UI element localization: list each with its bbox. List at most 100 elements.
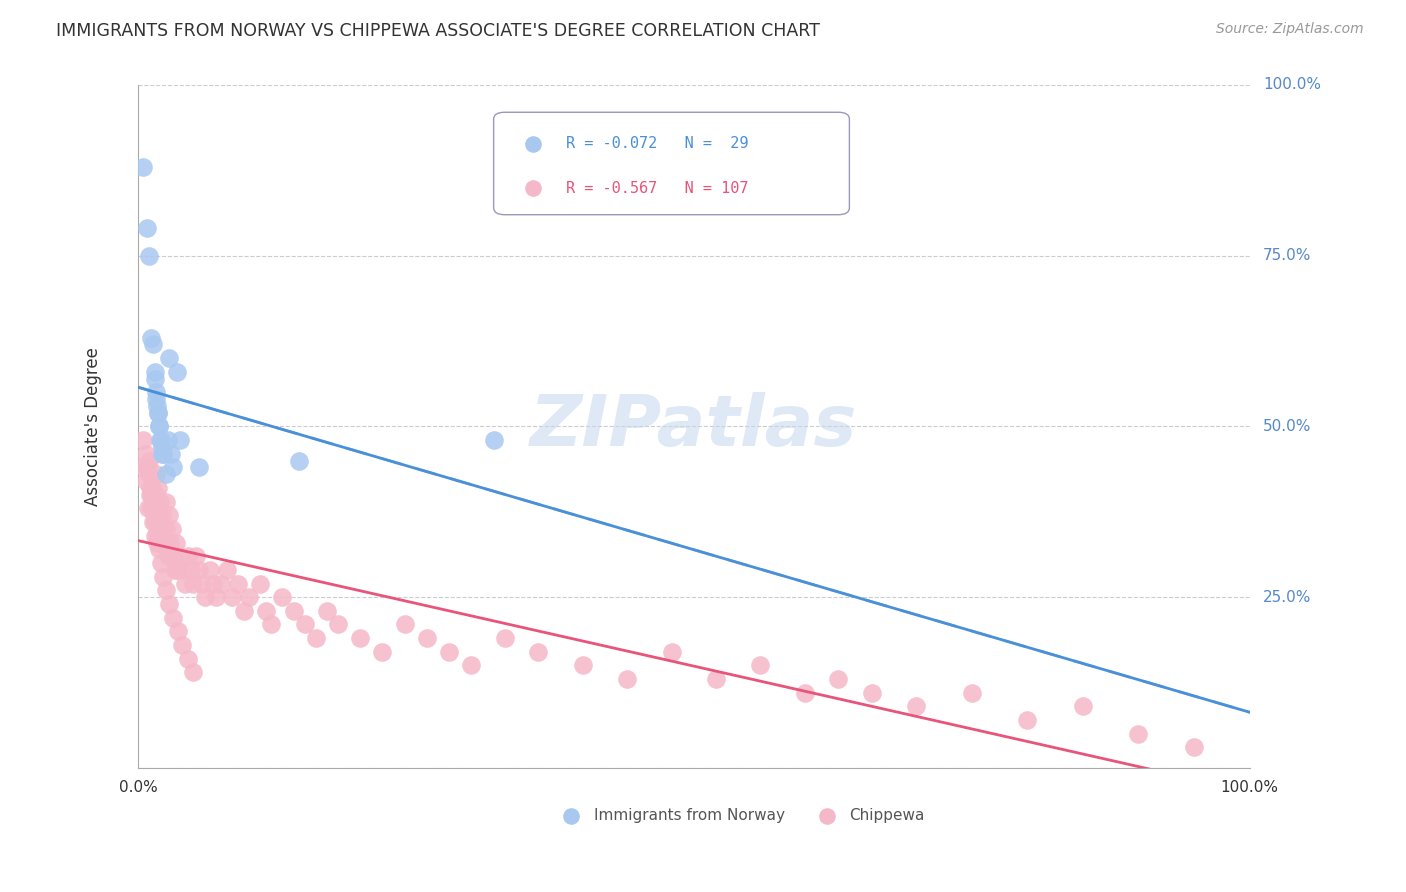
Point — [371, 645, 394, 659]
Point — [527, 645, 550, 659]
Point — [141, 501, 163, 516]
Point — [150, 440, 173, 454]
Point — [437, 645, 460, 659]
Point — [150, 556, 173, 570]
Point — [177, 549, 200, 564]
Point — [249, 576, 271, 591]
Point — [238, 590, 260, 604]
Point — [1128, 727, 1150, 741]
Point — [616, 672, 638, 686]
Point — [143, 371, 166, 385]
Point — [159, 535, 181, 549]
Point — [156, 535, 179, 549]
Point — [149, 522, 172, 536]
Point — [221, 590, 243, 604]
Point — [416, 631, 439, 645]
Point — [146, 481, 169, 495]
Text: Associate's Degree: Associate's Degree — [84, 347, 103, 506]
Point — [148, 419, 170, 434]
Point — [204, 590, 226, 604]
Text: 100.0%: 100.0% — [1220, 780, 1278, 795]
Point — [155, 494, 177, 508]
Point — [150, 535, 173, 549]
Point — [138, 453, 160, 467]
Point — [160, 549, 183, 564]
Point — [749, 658, 772, 673]
Point — [183, 665, 205, 680]
Point — [172, 563, 194, 577]
Point — [153, 535, 176, 549]
Point — [148, 522, 170, 536]
Point — [135, 474, 157, 488]
Point — [152, 569, 174, 583]
Point — [146, 508, 169, 523]
Point — [271, 590, 294, 604]
Point — [156, 549, 179, 564]
Point — [165, 535, 187, 549]
Point — [188, 563, 211, 577]
Point — [288, 453, 311, 467]
Point — [522, 136, 544, 151]
Point — [1182, 740, 1205, 755]
Point — [152, 522, 174, 536]
Point — [141, 488, 163, 502]
Point — [148, 419, 170, 434]
Point — [132, 433, 155, 447]
Point — [260, 617, 283, 632]
Point — [150, 433, 173, 447]
Point — [560, 808, 582, 822]
Point — [149, 494, 172, 508]
Text: 50.0%: 50.0% — [1263, 419, 1312, 434]
Point — [315, 604, 337, 618]
Text: Chippewa: Chippewa — [849, 808, 925, 823]
Point — [157, 351, 180, 365]
Point — [142, 494, 165, 508]
Point — [146, 406, 169, 420]
Point — [169, 549, 191, 564]
Point — [143, 508, 166, 523]
Point — [141, 501, 163, 516]
Point — [183, 576, 205, 591]
Point — [167, 624, 190, 639]
Point — [172, 638, 194, 652]
Point — [138, 249, 160, 263]
Point — [1017, 713, 1039, 727]
Point — [394, 617, 416, 632]
Text: 75.0%: 75.0% — [1263, 248, 1312, 263]
Point — [294, 617, 316, 632]
Point — [148, 542, 170, 557]
Point — [136, 501, 159, 516]
Point — [226, 576, 249, 591]
Point — [815, 808, 838, 822]
Text: R = -0.567   N = 107: R = -0.567 N = 107 — [565, 181, 748, 196]
Point — [157, 597, 180, 611]
Point — [143, 529, 166, 543]
Point — [162, 522, 184, 536]
Point — [162, 610, 184, 624]
Text: Source: ZipAtlas.com: Source: ZipAtlas.com — [1216, 22, 1364, 37]
Point — [160, 447, 183, 461]
Point — [177, 651, 200, 665]
Point — [522, 181, 544, 195]
Point — [149, 433, 172, 447]
Point — [194, 590, 217, 604]
Point — [460, 658, 482, 673]
Point — [166, 365, 188, 379]
Text: 100.0%: 100.0% — [1263, 78, 1322, 93]
Point — [202, 576, 225, 591]
Point — [152, 447, 174, 461]
Point — [191, 576, 214, 591]
Point — [139, 488, 162, 502]
Point — [145, 488, 167, 502]
Point — [704, 672, 727, 686]
Point — [146, 508, 169, 523]
Point — [163, 563, 186, 577]
Point — [793, 686, 815, 700]
Text: IMMIGRANTS FROM NORWAY VS CHIPPEWA ASSOCIATE'S DEGREE CORRELATION CHART: IMMIGRANTS FROM NORWAY VS CHIPPEWA ASSOC… — [56, 22, 820, 40]
Point — [148, 535, 170, 549]
Point — [145, 392, 167, 406]
Text: R = -0.072   N =  29: R = -0.072 N = 29 — [565, 136, 748, 152]
Point — [138, 467, 160, 482]
Point — [188, 460, 211, 475]
Point — [155, 467, 177, 482]
